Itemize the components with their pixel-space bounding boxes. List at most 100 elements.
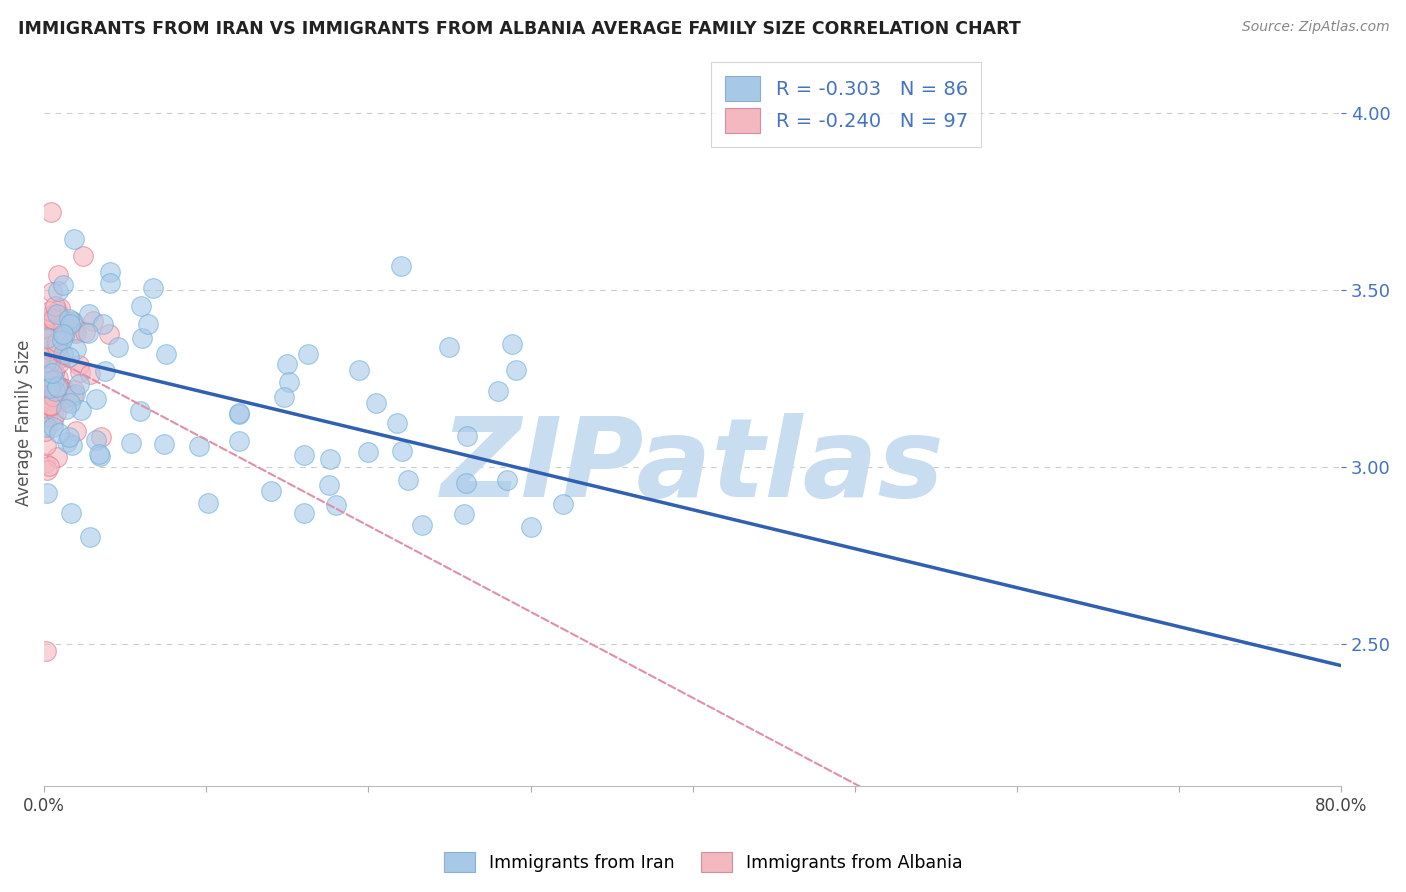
Point [65,326,87,341]
Point [37,399,59,413]
Point [107,340,129,354]
Point [48,268,70,282]
Point [197,496,219,510]
Point [260,483,283,498]
Point [38,309,60,323]
Point [38,332,60,346]
Point [456,429,478,443]
Point [35,331,58,345]
Point [41,398,63,412]
Point [45,405,67,419]
Point [82,314,104,328]
Point [37,366,59,380]
Point [62,315,84,329]
Point [551,497,574,511]
Point [63,232,86,246]
Point [39,343,62,358]
Point [276,357,298,371]
Point [357,445,380,459]
Point [277,375,299,389]
Point [131,331,153,345]
Point [46,304,69,318]
Point [46,336,69,351]
Point [89,449,111,463]
Text: ZIPatlas: ZIPatlas [441,413,945,520]
Point [385,417,408,431]
Point [93,317,115,331]
Point [35,340,58,354]
Point [34,368,56,382]
Point [52,347,75,361]
Point [51,334,73,348]
Point [391,444,413,458]
Point [273,391,295,405]
Point [34,456,56,470]
Point [44,378,66,392]
Point [56,435,79,450]
Point [35,354,58,368]
Point [67,358,90,372]
Point [58,430,80,444]
Point [318,478,340,492]
Point [519,519,541,533]
Point [79,530,101,544]
Point [501,337,523,351]
Point [439,340,461,354]
Point [325,498,347,512]
Point [48,310,70,324]
Point [62,389,84,403]
Point [46,335,69,350]
Point [52,277,75,292]
Point [52,389,75,403]
Point [62,325,84,339]
Point [42,312,65,326]
Point [37,486,59,500]
Point [35,345,58,359]
Point [37,392,59,406]
Point [187,439,209,453]
Point [389,260,412,274]
Point [38,367,60,381]
Point [49,301,72,315]
Point [76,326,98,341]
Point [454,476,477,491]
Point [48,425,70,440]
Point [38,369,60,384]
Point [42,413,65,427]
Point [98,265,121,279]
Point [35,333,58,347]
Point [46,379,69,393]
Point [41,310,63,324]
Point [63,384,86,398]
Point [42,365,65,379]
Point [38,304,60,318]
Point [42,407,65,421]
Point [46,388,69,402]
Point [496,473,519,487]
Point [37,370,59,384]
Point [37,392,59,407]
Point [136,317,159,331]
Point [34,393,56,408]
Point [38,357,60,371]
Legend: Immigrants from Iran, Immigrants from Albania: Immigrants from Iran, Immigrants from Al… [437,845,969,879]
Point [453,508,475,522]
Point [44,299,66,313]
Point [52,321,75,335]
Point [366,395,388,409]
Point [142,281,165,295]
Point [45,346,67,360]
Point [39,339,62,353]
Point [84,392,107,406]
Point [65,387,87,401]
Point [228,434,250,448]
Point [44,390,66,404]
Point [35,380,58,394]
Point [34,424,56,438]
Point [51,381,73,395]
Point [44,336,66,351]
Point [153,437,176,451]
Point [35,330,58,344]
Point [38,334,60,349]
Point [46,284,69,298]
